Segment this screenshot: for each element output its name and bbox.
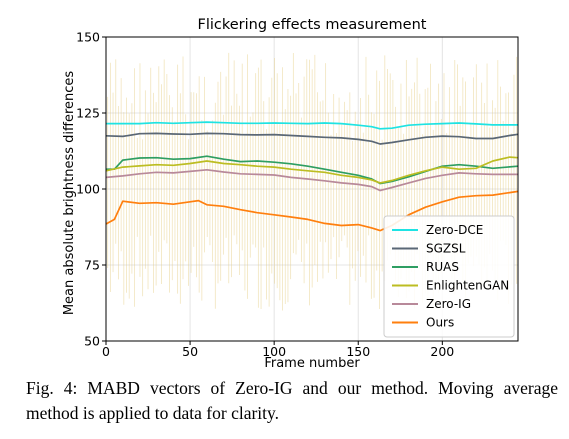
y-tick-label: 50 [84, 334, 100, 349]
y-axis-label: Mean absolute brightness differences [62, 71, 77, 316]
series-line-ours [105, 190, 519, 232]
legend-label: Zero-IG [426, 297, 471, 311]
series-line-sgzsl [105, 132, 519, 145]
raw-data-spikes [107, 52, 518, 311]
series-line-enlightengan [105, 156, 519, 184]
legend-box [383, 215, 515, 338]
x-tick-label: 150 [346, 344, 370, 359]
series-line-zero-ig [105, 168, 518, 192]
figure-caption: Fig. 4: MABD vectors of Zero-IG and our … [26, 378, 558, 423]
y-tick-label: 125 [76, 106, 100, 121]
y-tick-label: 75 [84, 258, 100, 273]
x-tick-label: 100 [262, 344, 286, 359]
legend-label: RUAS [426, 260, 459, 274]
y-tick-label: 150 [76, 30, 100, 45]
x-tick-label: 0 [102, 344, 110, 359]
x-axis-label: Frame number [264, 356, 360, 370]
y-axis-ticks: 50 75 100 125 150 [76, 30, 106, 349]
legend: Zero-DCE SGZSL RUAS EnlightenGAN Zero-IG Ours [383, 215, 515, 338]
legend-label: Zero-DCE [426, 223, 483, 237]
x-tick-label: 200 [430, 344, 454, 359]
series-lines [105, 121, 519, 232]
legend-label: SGZSL [426, 242, 466, 256]
legend-label: Ours [426, 316, 454, 330]
y-tick-label: 100 [76, 182, 100, 197]
chart-title: Flickering effects measurement [198, 17, 427, 33]
legend-label: EnlightenGAN [426, 279, 509, 293]
series-line-zero-dce [106, 121, 518, 130]
x-axis-ticks: 0 50 100 150 200 [102, 341, 454, 359]
chart-svg: Flickering effects measurement 0 50 100 150… [62, 17, 519, 370]
x-tick-label: 50 [182, 344, 198, 359]
